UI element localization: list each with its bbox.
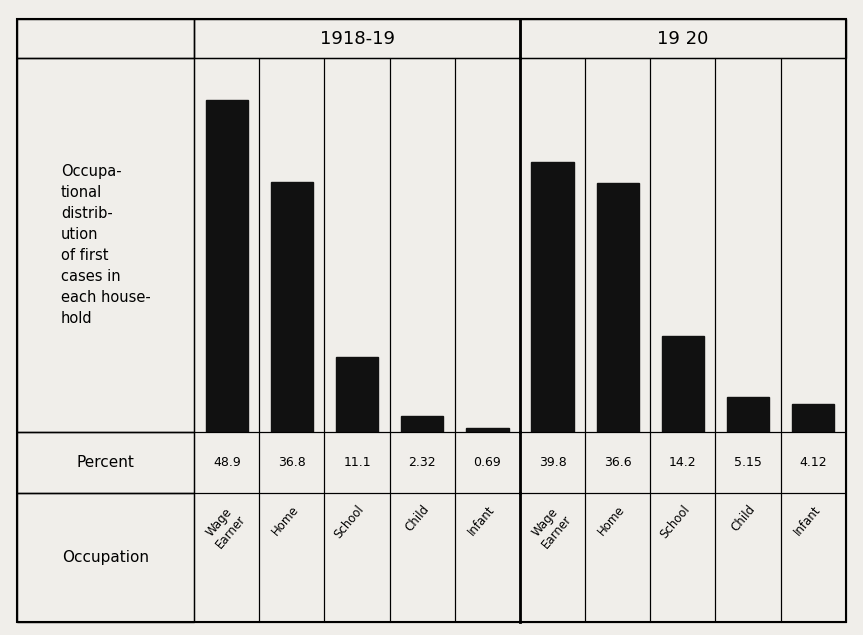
Bar [792, 404, 835, 432]
Text: School: School [332, 503, 367, 541]
Text: Infant: Infant [791, 503, 823, 538]
Text: 39.8: 39.8 [539, 456, 566, 469]
Text: Home: Home [269, 503, 302, 538]
Text: 36.6: 36.6 [604, 456, 632, 469]
Text: 14.2: 14.2 [669, 456, 696, 469]
Text: 4.12: 4.12 [799, 456, 827, 469]
Text: 0.69: 0.69 [474, 456, 501, 469]
Bar [401, 417, 444, 432]
Bar [532, 162, 574, 432]
Text: 19 20: 19 20 [657, 30, 709, 48]
Text: 5.15: 5.15 [734, 456, 762, 469]
Bar [205, 100, 248, 432]
Text: Occupation: Occupation [62, 550, 149, 565]
Text: Wage
Earner: Wage Earner [527, 503, 574, 551]
Bar [466, 427, 508, 432]
Text: Child: Child [403, 503, 432, 534]
Text: Home: Home [595, 503, 627, 538]
Text: 36.8: 36.8 [278, 456, 306, 469]
Text: 48.9: 48.9 [213, 456, 241, 469]
Text: 11.1: 11.1 [343, 456, 371, 469]
Text: Occupa-
tional
distrib-
ution
of first
cases in
each house-
hold: Occupa- tional distrib- ution of first c… [61, 164, 150, 326]
Bar [596, 184, 639, 432]
Text: Percent: Percent [77, 455, 135, 470]
Text: 1918-19: 1918-19 [319, 30, 394, 48]
Text: Infant: Infant [465, 503, 497, 538]
Bar [336, 357, 378, 432]
Bar [271, 182, 313, 432]
Bar [727, 398, 769, 432]
Text: Wage
Earner: Wage Earner [202, 503, 249, 551]
Text: 2.32: 2.32 [408, 456, 436, 469]
Text: Child: Child [728, 503, 758, 534]
Text: School: School [658, 503, 693, 541]
Bar [662, 336, 704, 432]
